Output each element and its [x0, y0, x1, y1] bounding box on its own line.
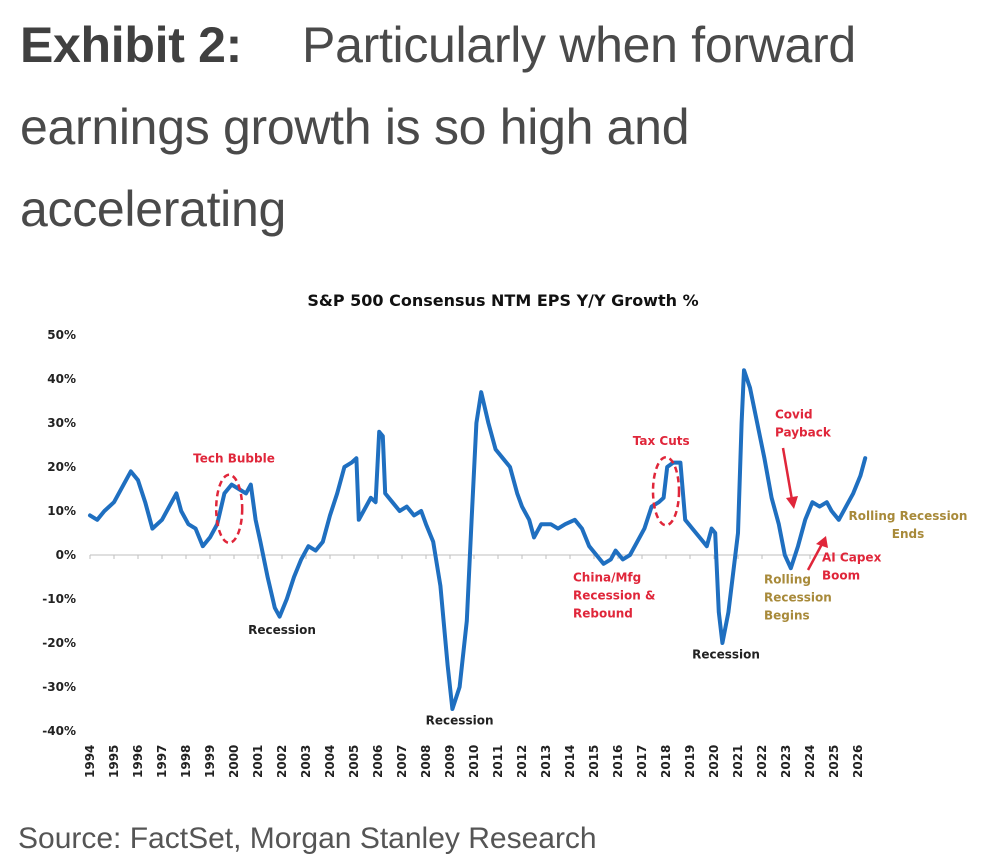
annotation-china-mfg: China/Mfg Recession & Rebound	[573, 570, 655, 620]
headline-line-2: earnings growth is so high and	[20, 99, 690, 155]
headline: Exhibit 2: Particularly when forward earn…	[20, 4, 980, 250]
y-tick-label: 50%	[47, 328, 76, 342]
x-tick-label: 2026	[851, 745, 865, 778]
y-tick-label: -10%	[42, 592, 76, 606]
x-tick-label: 2007	[395, 745, 409, 778]
arrow-shaft	[806, 543, 824, 571]
headline-line-3: accelerating	[20, 181, 287, 237]
x-tick-label: 2012	[515, 745, 529, 778]
x-tick-label: 2005	[347, 745, 361, 778]
y-tick-label: -20%	[42, 636, 76, 650]
y-tick-label: 0%	[56, 548, 76, 562]
annotations: Tech Bubble Recession Recession China/Mfg Re…	[193, 408, 967, 728]
x-tick-label: 2020	[707, 745, 721, 778]
arrow-head-icon	[816, 536, 828, 548]
arrow-shaft	[781, 447, 794, 501]
x-tick-label: 2009	[443, 745, 457, 778]
annotation-recession-2001: Recession	[248, 623, 316, 637]
dashed-ellipse-marker	[214, 473, 244, 545]
x-tick-label: 1994	[83, 745, 97, 778]
annotation-text: AI Capex	[822, 551, 882, 565]
annotation-text: China/Mfg	[573, 570, 641, 584]
y-tick-label: 30%	[47, 416, 76, 430]
x-tick-label: 2008	[419, 745, 433, 778]
x-tick-label: 2015	[587, 745, 601, 778]
headline-line-1: Exhibit 2: Particularly when forward	[20, 4, 980, 86]
source-note: Source: FactSet, Morgan Stanley Research	[18, 822, 597, 855]
x-tick-label: 2017	[635, 745, 649, 778]
x-tick-label: 1999	[203, 745, 217, 778]
x-axis: 1994 1995 1996 1997 1998 1999 2000 2001 2002 2003…	[83, 554, 865, 778]
x-tick-label: 2025	[827, 745, 841, 778]
x-tick-label: 2013	[539, 745, 553, 778]
y-axis: 50% 40% 30% 20% 10% 0% -10% -20% -30% -40%	[42, 328, 76, 738]
annotation-text: Recession	[248, 623, 316, 637]
y-tick-label: 40%	[47, 372, 76, 386]
x-tick-label: 2000	[227, 745, 241, 778]
annotation-text: Begins	[764, 609, 810, 623]
x-tick-label: 2014	[563, 745, 577, 778]
line-chart: S&P 500 Consensus NTM EPS Y/Y Growth % 5…	[42, 291, 967, 778]
y-tick-label: -30%	[42, 680, 76, 694]
annotation-text: Rolling	[764, 573, 811, 587]
x-tick-label: 1995	[107, 745, 121, 778]
x-tick-label: 2021	[731, 745, 745, 778]
annotation-text: Recession	[764, 591, 832, 605]
y-tick-label: 20%	[47, 460, 76, 474]
annotation-rolling-ends: Rolling Recession Ends	[849, 509, 968, 541]
x-tick-label: 2003	[299, 745, 313, 778]
annotation-recession-2020: Recession	[692, 647, 760, 661]
x-tick-label: 2011	[491, 745, 505, 778]
annotation-text: Payback	[775, 426, 832, 440]
x-tick-label: 2002	[275, 745, 289, 778]
y-tick-label: -40%	[42, 724, 76, 738]
x-tick-label: 2019	[683, 745, 697, 778]
x-tick-label: 2001	[251, 745, 265, 778]
annotation-recession-2009: Recession	[426, 713, 494, 727]
annotation-rolling-begins: Rolling Recession Begins	[764, 573, 832, 623]
annotation-tech-bubble: Tech Bubble	[193, 452, 275, 545]
x-tick-label: 2016	[611, 745, 625, 778]
x-tick-label: 2024	[803, 745, 817, 778]
annotation-tax-cuts: Tax Cuts	[633, 434, 690, 527]
exhibit-label: Exhibit 2:	[20, 17, 243, 73]
annotation-text: Covid	[775, 408, 813, 422]
headline-text-1: Particularly when forward	[302, 17, 856, 73]
annotation-covid-payback: Covid Payback	[775, 408, 832, 509]
dashed-ellipse-marker	[651, 455, 681, 527]
annotation-text: Recession	[426, 713, 494, 727]
annotation-text: Recession &	[573, 588, 655, 602]
annotation-text: Tax Cuts	[633, 434, 690, 448]
annotation-text: Rebound	[573, 606, 633, 620]
x-tick-label: 2018	[659, 745, 673, 778]
annotation-text: Tech Bubble	[193, 452, 275, 466]
annotation-ai-capex: AI Capex Boom	[806, 536, 882, 583]
x-tick-label: 2022	[755, 745, 769, 778]
y-tick-label: 10%	[47, 504, 76, 518]
x-tick-label: 2023	[779, 745, 793, 778]
x-tick-label: 1997	[155, 745, 169, 778]
x-tick-label: 1998	[179, 745, 193, 778]
x-tick-label: 2010	[467, 745, 481, 778]
x-tick-label: 1996	[131, 745, 145, 778]
annotation-text: Recession	[692, 647, 760, 661]
chart-title: S&P 500 Consensus NTM EPS Y/Y Growth %	[307, 291, 698, 310]
annotation-text: Ends	[892, 527, 924, 541]
annotation-text: Rolling Recession	[849, 509, 968, 523]
annotation-text: Boom	[822, 569, 860, 583]
x-tick-label: 2004	[323, 745, 337, 778]
x-tick-label: 2006	[371, 745, 385, 778]
arrow-head-icon	[786, 496, 798, 509]
